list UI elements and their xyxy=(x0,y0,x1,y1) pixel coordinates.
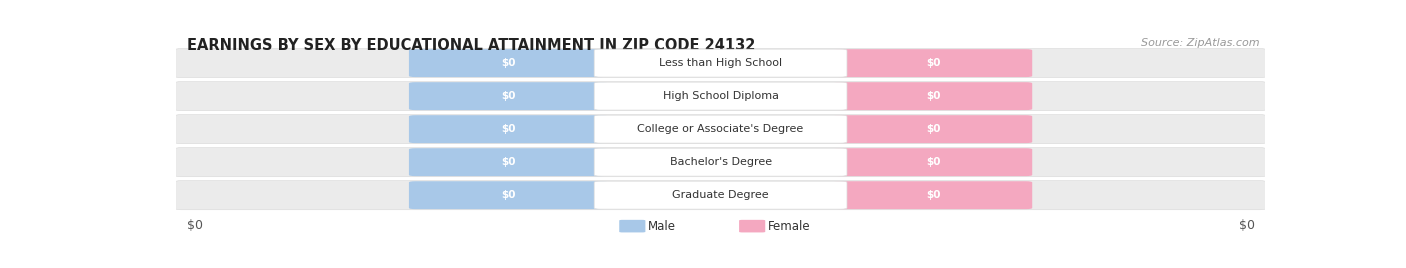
FancyBboxPatch shape xyxy=(619,220,645,232)
Text: Bachelor's Degree: Bachelor's Degree xyxy=(669,157,772,167)
Text: Male: Male xyxy=(648,220,675,233)
FancyBboxPatch shape xyxy=(176,115,1265,144)
Text: $0: $0 xyxy=(501,190,516,200)
Text: Source: ZipAtlas.com: Source: ZipAtlas.com xyxy=(1142,38,1260,48)
FancyBboxPatch shape xyxy=(834,49,1032,77)
FancyBboxPatch shape xyxy=(176,81,1265,111)
FancyBboxPatch shape xyxy=(409,82,607,110)
Text: $0: $0 xyxy=(925,58,941,68)
FancyBboxPatch shape xyxy=(409,49,607,77)
Text: $0: $0 xyxy=(1239,219,1254,232)
FancyBboxPatch shape xyxy=(176,181,1265,210)
Text: EARNINGS BY SEX BY EDUCATIONAL ATTAINMENT IN ZIP CODE 24132: EARNINGS BY SEX BY EDUCATIONAL ATTAINMEN… xyxy=(187,38,755,53)
Text: $0: $0 xyxy=(501,58,516,68)
Text: $0: $0 xyxy=(501,91,516,101)
FancyBboxPatch shape xyxy=(595,82,846,110)
Text: $0: $0 xyxy=(501,124,516,134)
FancyBboxPatch shape xyxy=(740,220,765,232)
FancyBboxPatch shape xyxy=(176,148,1265,177)
Text: Less than High School: Less than High School xyxy=(659,58,782,68)
Text: $0: $0 xyxy=(925,190,941,200)
FancyBboxPatch shape xyxy=(595,148,846,176)
FancyBboxPatch shape xyxy=(834,115,1032,143)
Text: $0: $0 xyxy=(925,124,941,134)
Text: $0: $0 xyxy=(925,91,941,101)
Text: Female: Female xyxy=(768,220,810,233)
Text: College or Associate's Degree: College or Associate's Degree xyxy=(637,124,804,134)
FancyBboxPatch shape xyxy=(834,148,1032,176)
Text: $0: $0 xyxy=(501,157,516,167)
FancyBboxPatch shape xyxy=(834,82,1032,110)
FancyBboxPatch shape xyxy=(409,115,607,143)
FancyBboxPatch shape xyxy=(595,115,846,143)
FancyBboxPatch shape xyxy=(409,148,607,176)
FancyBboxPatch shape xyxy=(595,49,846,77)
Text: Graduate Degree: Graduate Degree xyxy=(672,190,769,200)
FancyBboxPatch shape xyxy=(409,181,607,209)
Text: High School Diploma: High School Diploma xyxy=(662,91,779,101)
FancyBboxPatch shape xyxy=(834,181,1032,209)
FancyBboxPatch shape xyxy=(595,181,846,209)
FancyBboxPatch shape xyxy=(176,49,1265,78)
Text: $0: $0 xyxy=(187,219,202,232)
Text: $0: $0 xyxy=(925,157,941,167)
